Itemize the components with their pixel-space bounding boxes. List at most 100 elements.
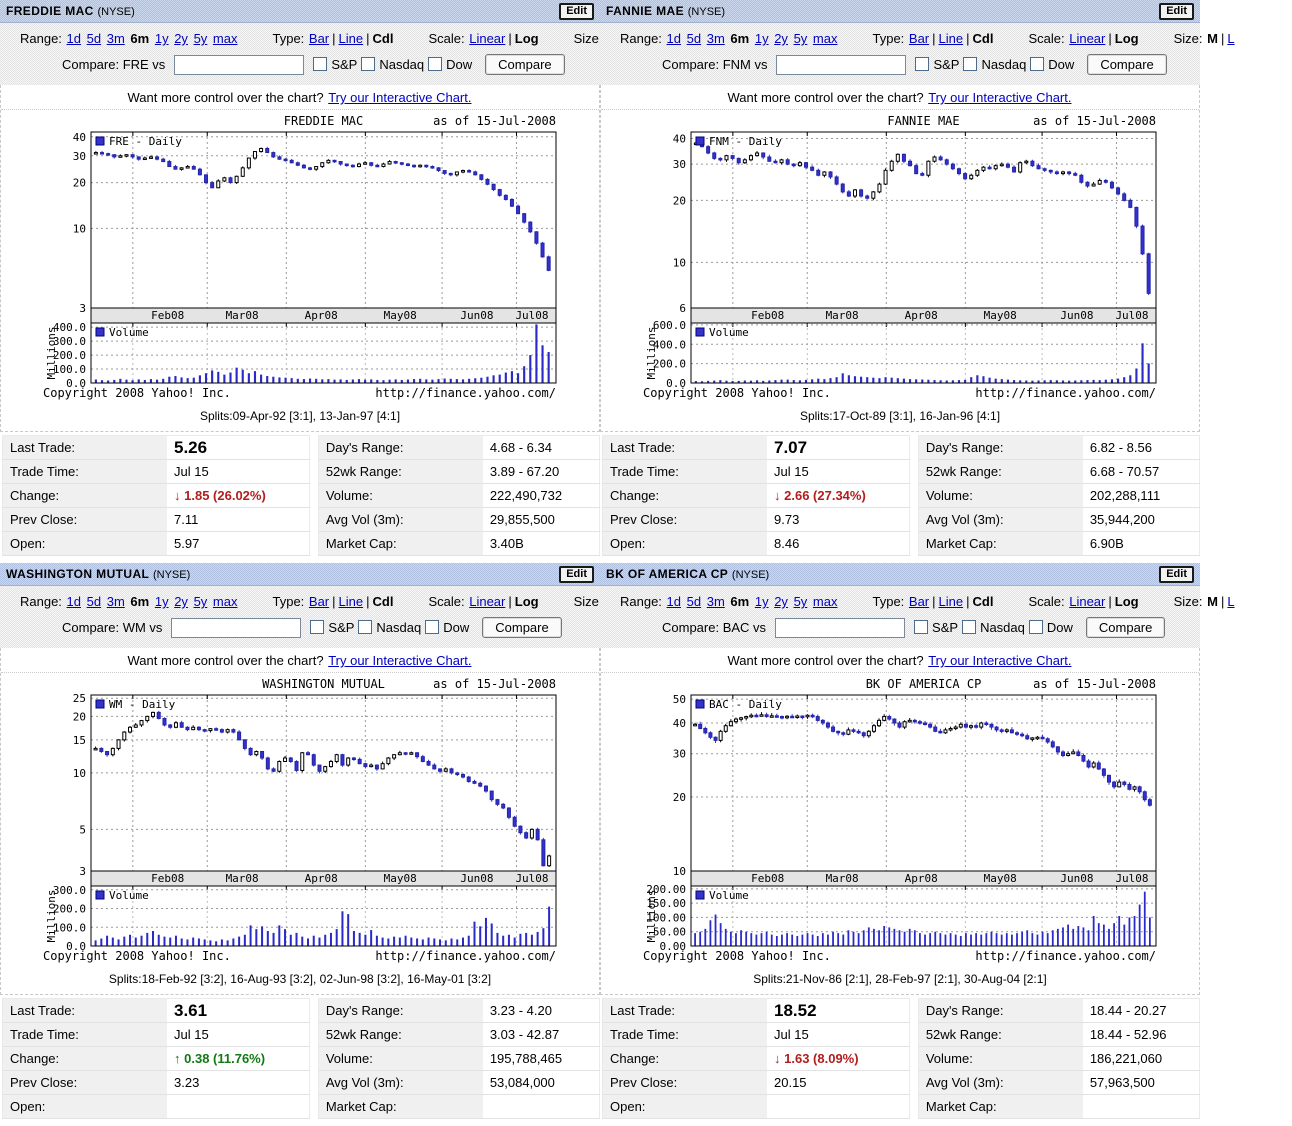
checkbox-label: Dow (443, 620, 470, 635)
scale-link-log: Log (514, 31, 539, 46)
range-link-1y[interactable]: 1y (754, 31, 769, 46)
type-link-bar[interactable]: Bar (908, 31, 930, 46)
checkbox-nasdaq[interactable] (358, 620, 373, 634)
price-volume-chart: FANNIE MAE as of 15-Jul-2008 40 30 20 10 6 FNM … (643, 114, 1157, 400)
checkbox-nasdaq[interactable] (963, 57, 978, 71)
table-row: Prev Close: 7.11 (2, 507, 310, 532)
checkbox-dow[interactable] (425, 620, 440, 634)
range-link-5y[interactable]: 5y (793, 31, 808, 46)
field-value (482, 1094, 600, 1119)
interactive-chart-link[interactable]: Try our Interactive Chart. (328, 653, 472, 668)
scale-link-linear[interactable]: Linear (469, 594, 506, 609)
checkbox-nasdaq[interactable] (361, 57, 376, 71)
splits-line: Splits:17-Oct-89 [3:1], 16-Jan-96 [4:1] (799, 409, 1001, 423)
range-link-2y[interactable]: 2y (174, 594, 188, 609)
range-link-1d[interactable]: 1d (666, 31, 682, 46)
compare-input[interactable] (171, 617, 302, 638)
range-link-2y[interactable]: 2y (174, 31, 188, 46)
type-link-line[interactable]: Line (338, 31, 364, 46)
range-link-5d[interactable]: 5d (86, 594, 102, 609)
compare-input[interactable] (775, 617, 906, 638)
size-link-m: M (1207, 594, 1218, 609)
range-link-3m[interactable]: 3m (706, 31, 725, 46)
checkbox-sp[interactable] (310, 620, 325, 634)
range-link-5d[interactable]: 5d (86, 31, 102, 46)
scale-link-linear[interactable]: Linear (1069, 31, 1106, 46)
range-link-2y[interactable]: 2y (774, 594, 788, 609)
scale-group: Scale: Linear | Log (1028, 31, 1139, 46)
edit-button[interactable]: Edit (559, 2, 594, 20)
range-link-3m[interactable]: 3m (106, 594, 125, 609)
size-link-l[interactable]: L (1227, 31, 1235, 46)
field-value: 18.44 - 52.96 (1082, 1022, 1200, 1047)
compare-button[interactable]: Compare (485, 54, 565, 75)
range-link-5y[interactable]: 5y (193, 594, 208, 609)
range-link-max[interactable]: max (212, 594, 238, 609)
month-label: Feb08 (151, 872, 184, 885)
range-link-1d[interactable]: 1d (66, 594, 82, 609)
range-link-1y[interactable]: 1y (154, 31, 169, 46)
table-row: Change: ↓ 1.85 (26.02%) (2, 483, 310, 508)
compare-button[interactable]: Compare (1087, 54, 1167, 75)
interactive-chart-link[interactable]: Try our Interactive Chart. (328, 90, 472, 105)
type-link-line[interactable]: Line (338, 594, 364, 609)
y-axis-tick: 6 (679, 302, 686, 315)
scale-link-log: Log (1114, 31, 1139, 46)
promo-line: Want more control over the chart? Try ou… (1, 85, 599, 110)
range-link-5y[interactable]: 5y (193, 31, 208, 46)
type-link-bar[interactable]: Bar (308, 31, 330, 46)
checkbox-sp[interactable] (915, 57, 930, 71)
compare-input[interactable] (776, 54, 907, 75)
range-link-5d[interactable]: 5d (686, 594, 702, 609)
checkbox-nasdaq[interactable] (962, 620, 977, 634)
type-link-bar[interactable]: Bar (908, 594, 930, 609)
scale-link-linear[interactable]: Linear (1069, 594, 1106, 609)
range-links: 1d 5d 3m 6m 1y 2y 5y max (666, 31, 839, 46)
table-row: Market Cap: 3.40B (318, 531, 600, 556)
size-link-l[interactable]: L (1227, 594, 1235, 609)
range-link-max[interactable]: max (812, 594, 838, 609)
range-link-1y[interactable]: 1y (754, 594, 769, 609)
month-label: Jul08 (515, 872, 548, 885)
field-label: Volume: (318, 1046, 483, 1071)
range-link-max[interactable]: max (812, 31, 838, 46)
checkbox-dow[interactable] (1028, 620, 1043, 634)
scale-label: Scale: (1028, 31, 1065, 46)
checkbox-sp[interactable] (313, 57, 328, 71)
edit-button[interactable]: Edit (1159, 565, 1194, 583)
range-link-max[interactable]: max (212, 31, 238, 46)
chart-controls: Range: 1d 5d 3m 6m 1y 2y 5y max Type: Ba… (600, 23, 1235, 85)
range-link-2y[interactable]: 2y (774, 31, 788, 46)
checkbox-sp[interactable] (914, 620, 929, 634)
edit-button[interactable]: Edit (1159, 2, 1194, 20)
interactive-chart-link[interactable]: Try our Interactive Chart. (928, 90, 1072, 105)
range-link-5d[interactable]: 5d (686, 31, 702, 46)
volume-axis-label: Millions (45, 327, 58, 380)
range-link-1d[interactable]: 1d (66, 31, 82, 46)
scale-link-linear[interactable]: Linear (469, 31, 506, 46)
compare-button[interactable]: Compare (1085, 617, 1166, 638)
field-label: Change: (602, 1046, 767, 1071)
compare-input[interactable] (174, 54, 305, 75)
compare-button[interactable]: Compare (482, 617, 562, 638)
type-link-line[interactable]: Line (938, 31, 964, 46)
y-axis-tick: 3 (79, 302, 86, 315)
type-link-bar[interactable]: Bar (308, 594, 330, 609)
edit-button[interactable]: Edit (559, 565, 594, 583)
field-value: 6.90B (1082, 531, 1200, 556)
interactive-chart-link[interactable]: Try our Interactive Chart. (928, 653, 1072, 668)
range-link-1y[interactable]: 1y (154, 594, 169, 609)
price-legend: FRE - Daily (109, 135, 182, 148)
range-link-3m[interactable]: 3m (706, 594, 725, 609)
checkbox-dow[interactable] (428, 57, 443, 71)
type-link-line[interactable]: Line (938, 594, 964, 609)
checkbox-dow[interactable] (1030, 57, 1045, 71)
panel-title: FREDDIE MAC (NYSE) (6, 4, 135, 18)
range-link-3m[interactable]: 3m (106, 31, 125, 46)
separator: | (1108, 594, 1112, 609)
compare-label: Compare: FRE vs (62, 57, 166, 72)
volume-axis-tick: 400.0 (653, 338, 686, 351)
range-link-1d[interactable]: 1d (666, 594, 682, 609)
field-label: Avg Vol (3m): (918, 1070, 1083, 1095)
range-link-5y[interactable]: 5y (793, 594, 808, 609)
